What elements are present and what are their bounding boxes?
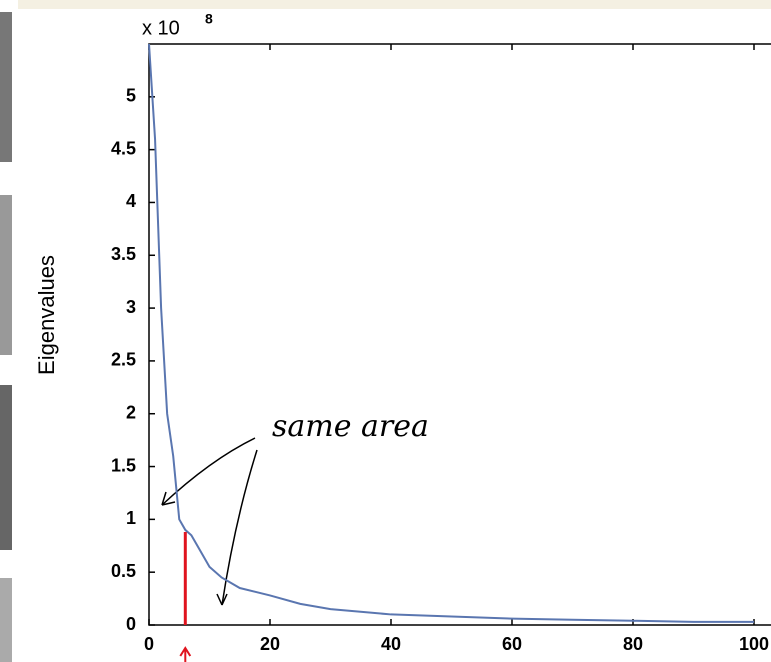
side-strip	[0, 195, 12, 355]
y-tick-label: 0.5	[111, 561, 136, 581]
arrow-head	[216, 593, 228, 606]
y-tick-label: 3.5	[111, 244, 136, 264]
y-tick-label: 4.5	[111, 138, 136, 158]
x-tick-label: 60	[502, 634, 522, 654]
x-tick-label: 0	[144, 634, 154, 654]
y-tick-label: 2.5	[111, 350, 136, 370]
top-band	[18, 0, 771, 9]
annotation-arrow	[221, 449, 258, 606]
x-tick-label: 40	[381, 634, 401, 654]
plot-area	[148, 43, 771, 626]
y-tick-label: 1	[126, 508, 136, 528]
data-line	[148, 43, 754, 623]
y-tick-label: 4	[126, 191, 136, 211]
annotation-arrow	[161, 437, 256, 506]
side-strip	[0, 385, 12, 550]
y-tick-label: 1.5	[111, 455, 136, 475]
y-tick-label: 5	[126, 86, 136, 106]
y-tick-label: 3	[126, 297, 136, 317]
x-tick-label: 20	[260, 634, 280, 654]
y-axis-label: Eigenvalues	[34, 255, 59, 375]
arrow-head	[161, 491, 176, 506]
side-strip	[0, 12, 12, 162]
x-tick-label: 80	[623, 634, 643, 654]
multiplier: x 10	[142, 17, 180, 39]
multiplier-exponent: 8	[205, 11, 213, 27]
x-tick-label: 100	[739, 634, 769, 654]
side-strip	[0, 578, 12, 662]
y-tick-label: 0	[126, 614, 136, 634]
highlight-arrow	[179, 646, 192, 662]
annotation: same area	[272, 409, 429, 444]
y-tick-label: 2	[126, 402, 136, 422]
